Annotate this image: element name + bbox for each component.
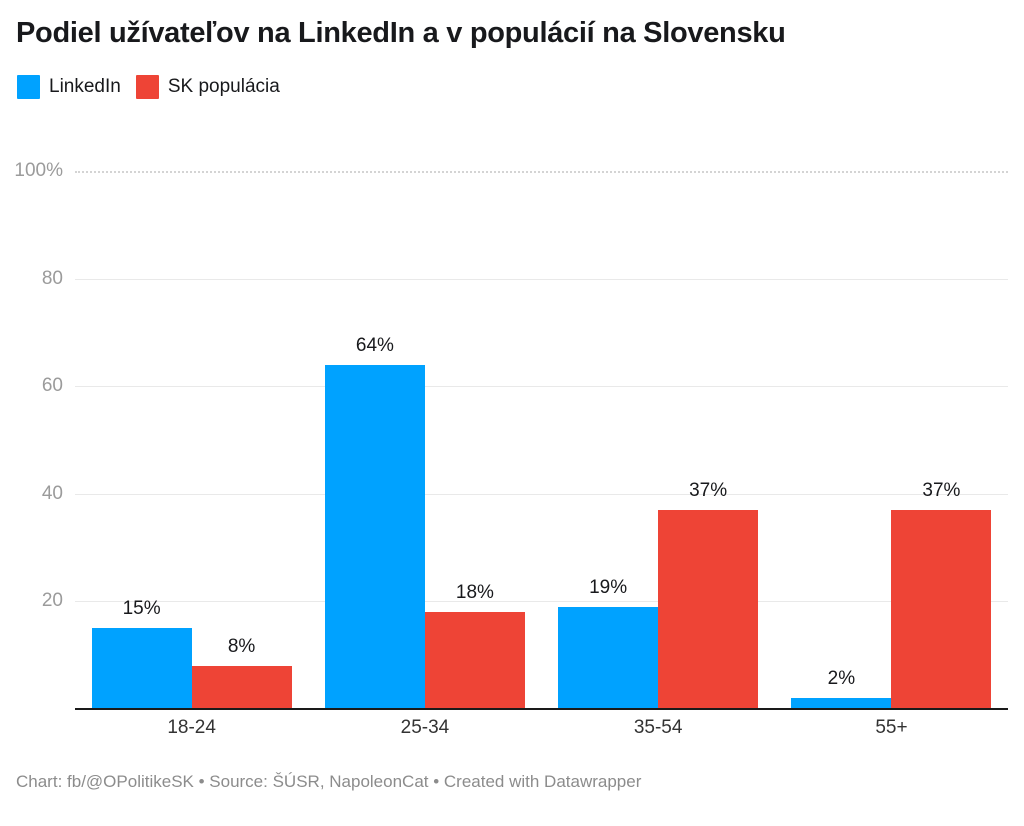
bar-sk-populacia-55 bbox=[891, 509, 992, 709]
gridline-20 bbox=[75, 601, 1008, 603]
legend-item-sk-populacia: SK populácia bbox=[135, 75, 280, 99]
bar-value-linkedin-18-24: 15% bbox=[122, 598, 161, 620]
legend-swatch-sk-populacia bbox=[135, 75, 159, 99]
bar-sk-populacia-25-34 bbox=[424, 612, 525, 709]
bar-value-sk-populacia-35-54: 37% bbox=[689, 479, 728, 501]
gridline-80 bbox=[75, 278, 1008, 280]
legend-item-linkedin: LinkedIn bbox=[17, 75, 121, 99]
plot-area: 15% 8% 64% 18% 19% 37% 2% 37% bbox=[75, 171, 1008, 709]
bar-linkedin-35-54 bbox=[558, 606, 659, 709]
bar-sk-populacia-35-54 bbox=[658, 509, 759, 709]
bar-value-sk-populacia-55: 37% bbox=[922, 479, 961, 501]
y-tick-80: 80 bbox=[41, 267, 63, 289]
bar-value-linkedin-25-34: 64% bbox=[355, 334, 394, 356]
x-axis-label-25-34: 25-34 bbox=[400, 717, 450, 738]
y-tick-20: 20 bbox=[41, 590, 63, 612]
chart-legend: LinkedIn SK populácia bbox=[17, 75, 280, 99]
gridline-60 bbox=[75, 386, 1008, 388]
bar-value-linkedin-35-54: 19% bbox=[589, 576, 628, 598]
gridline-100 bbox=[75, 171, 1008, 173]
bar-sk-populacia-18-24 bbox=[191, 666, 292, 709]
y-tick-40: 40 bbox=[41, 482, 63, 504]
bar-linkedin-55 bbox=[791, 698, 892, 709]
bar-linkedin-25-34 bbox=[324, 364, 425, 709]
legend-label: SK populácia bbox=[167, 76, 280, 97]
chart-footer: Chart: fb/@OPolitikeSK • Source: ŠÚSR, N… bbox=[16, 772, 642, 791]
bar-value-linkedin-55: 2% bbox=[827, 668, 856, 690]
x-axis-label-35-54: 35-54 bbox=[633, 717, 683, 738]
chart-title: Podiel užívateľov na LinkedIn a v populá… bbox=[16, 17, 786, 49]
bar-value-sk-populacia-18-24: 8% bbox=[227, 636, 256, 657]
bar-linkedin-18-24 bbox=[91, 628, 192, 709]
bar-value-sk-populacia-25-34: 18% bbox=[455, 582, 494, 604]
legend-label: LinkedIn bbox=[49, 76, 121, 97]
x-axis-label-55: 55+ bbox=[875, 717, 908, 738]
x-axis-label-18-24: 18-24 bbox=[167, 717, 216, 738]
gridline-40 bbox=[75, 493, 1008, 495]
legend-swatch-linkedin bbox=[17, 75, 40, 99]
x-axis-line bbox=[75, 708, 1008, 710]
y-tick-100: 100% bbox=[14, 160, 63, 181]
y-tick-60: 60 bbox=[41, 375, 63, 397]
